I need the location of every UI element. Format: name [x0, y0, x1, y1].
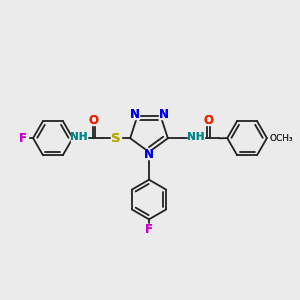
Text: O: O [88, 114, 98, 127]
Bar [71, 133, 87, 142]
Text: F: F [145, 223, 153, 236]
Bar [159, 110, 169, 118]
Text: N: N [129, 108, 140, 121]
Text: O: O [203, 114, 214, 127]
Text: F: F [145, 223, 153, 236]
Bar [129, 110, 139, 118]
Bar [268, 134, 295, 142]
Bar [18, 134, 28, 142]
Text: NH: NH [187, 132, 204, 142]
Bar [88, 116, 98, 125]
Text: N: N [129, 108, 140, 121]
Text: F: F [19, 132, 27, 145]
Text: F: F [19, 132, 27, 145]
Bar [144, 151, 154, 159]
Text: S: S [112, 132, 121, 145]
Text: N: N [144, 148, 154, 161]
Bar [111, 133, 121, 143]
Text: O: O [203, 114, 214, 127]
Text: OCH₃: OCH₃ [270, 134, 294, 142]
Bar [144, 225, 154, 234]
Bar [188, 133, 203, 142]
Text: N: N [159, 108, 169, 121]
Text: OCH₃: OCH₃ [270, 134, 294, 142]
Text: NH: NH [70, 132, 87, 142]
Bar [203, 116, 213, 125]
Text: O: O [88, 114, 98, 127]
Text: S: S [112, 132, 121, 145]
Text: NH: NH [70, 132, 87, 142]
Text: N: N [159, 108, 169, 121]
Text: N: N [144, 148, 154, 161]
Text: NH: NH [187, 132, 204, 142]
